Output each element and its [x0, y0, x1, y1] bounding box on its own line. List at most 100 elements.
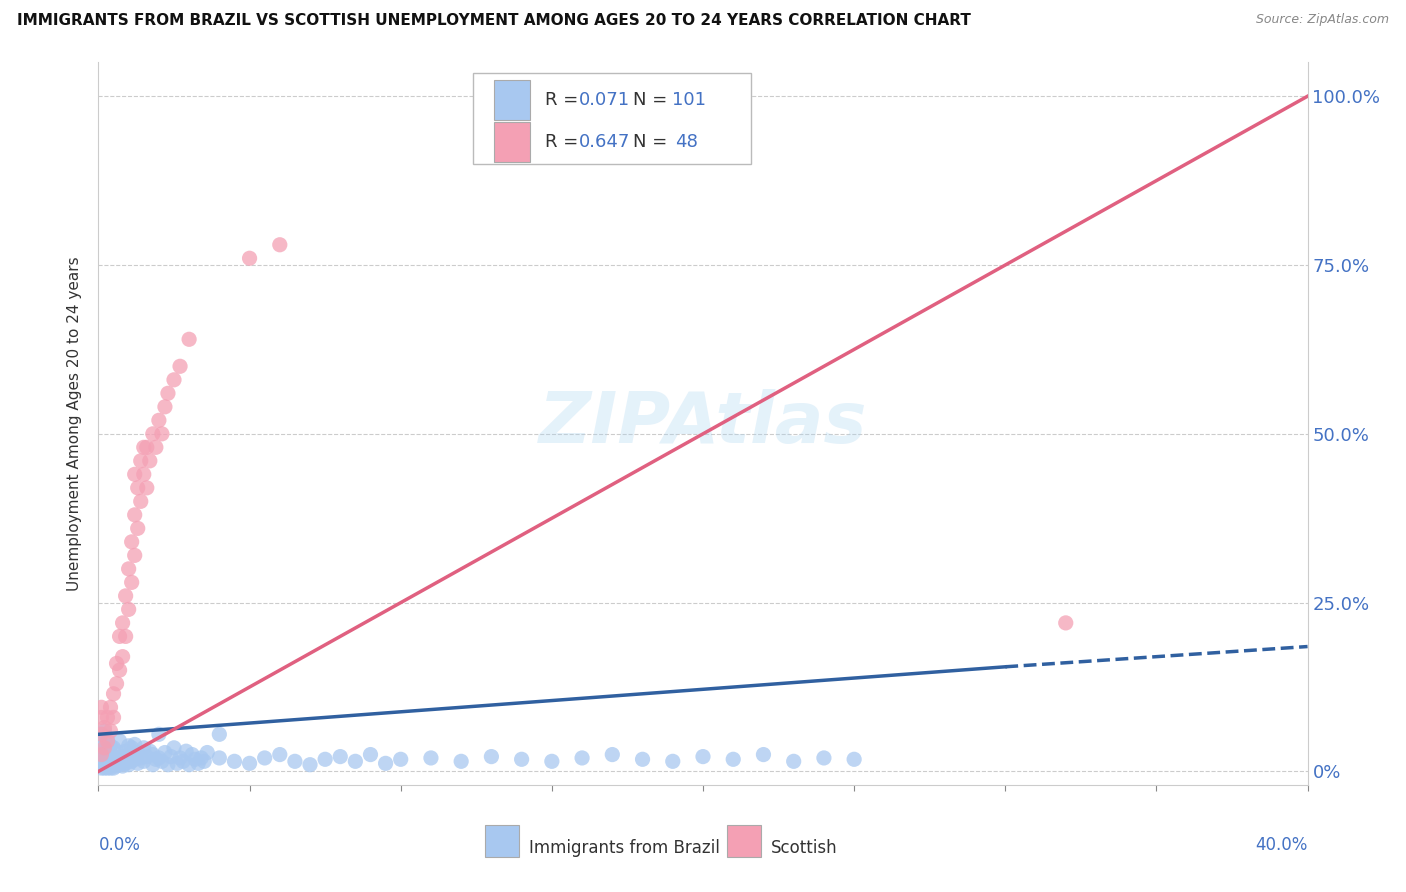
Point	[100, 747, 122, 762]
Point	[100, 739, 122, 753]
Point	[153, 400, 176, 414]
Point	[124, 467, 146, 482]
Point	[93, 734, 115, 748]
Point	[239, 756, 262, 771]
Point	[124, 549, 146, 563]
Point	[90, 738, 112, 752]
Point	[1054, 615, 1077, 630]
Point	[179, 757, 201, 772]
Point	[118, 602, 141, 616]
Point	[118, 739, 141, 753]
Point	[118, 757, 141, 772]
Point	[105, 752, 128, 766]
Point	[148, 413, 170, 427]
Point	[108, 734, 131, 748]
Point	[481, 749, 503, 764]
Point	[111, 749, 134, 764]
Point	[752, 747, 775, 762]
Point	[389, 752, 412, 766]
Point	[90, 751, 112, 765]
Point	[124, 752, 146, 766]
Text: Immigrants from Brazil: Immigrants from Brazil	[529, 839, 720, 857]
FancyBboxPatch shape	[474, 73, 751, 163]
Text: Source: ZipAtlas.com: Source: ZipAtlas.com	[1256, 13, 1389, 27]
Point	[239, 252, 262, 266]
Point	[179, 332, 201, 346]
Point	[100, 700, 122, 714]
Point	[108, 751, 131, 765]
Point	[108, 663, 131, 677]
Point	[127, 756, 149, 771]
Point	[135, 440, 157, 454]
Point	[132, 755, 155, 769]
Point	[114, 756, 136, 771]
Text: 0.0%: 0.0%	[98, 836, 141, 854]
Point	[163, 740, 186, 755]
Point	[105, 676, 128, 690]
Point	[103, 749, 125, 764]
Point	[184, 752, 207, 766]
Text: 0.071: 0.071	[578, 91, 630, 109]
FancyBboxPatch shape	[727, 825, 761, 857]
Text: N =: N =	[633, 91, 673, 109]
Point	[145, 752, 167, 766]
Point	[360, 747, 382, 762]
Point	[135, 749, 157, 764]
Point	[299, 757, 322, 772]
FancyBboxPatch shape	[485, 825, 519, 857]
Point	[90, 710, 112, 724]
Point	[96, 761, 118, 775]
Point	[124, 738, 146, 752]
Point	[96, 731, 118, 745]
Point	[103, 710, 125, 724]
Point	[844, 752, 866, 766]
Point	[172, 755, 194, 769]
Point	[118, 747, 141, 762]
FancyBboxPatch shape	[494, 80, 530, 120]
Point	[139, 454, 162, 468]
Point	[571, 751, 593, 765]
Point	[374, 756, 396, 771]
Point	[420, 751, 443, 765]
Text: 40.0%: 40.0%	[1256, 836, 1308, 854]
Point	[93, 744, 115, 758]
Point	[150, 755, 173, 769]
Point	[631, 752, 654, 766]
Point	[314, 752, 336, 766]
Point	[103, 740, 125, 755]
Point	[93, 757, 115, 772]
Point	[121, 740, 143, 755]
Point	[329, 749, 352, 764]
Point	[103, 687, 125, 701]
Point	[105, 759, 128, 773]
Point	[344, 755, 367, 769]
Point	[813, 751, 835, 765]
FancyBboxPatch shape	[494, 122, 530, 161]
Point	[135, 481, 157, 495]
Text: IMMIGRANTS FROM BRAZIL VS SCOTTISH UNEMPLOYMENT AMONG AGES 20 TO 24 YEARS CORREL: IMMIGRANTS FROM BRAZIL VS SCOTTISH UNEMP…	[17, 13, 970, 29]
Point	[132, 467, 155, 482]
Point	[692, 749, 714, 764]
Text: N =: N =	[633, 133, 673, 151]
Point	[111, 615, 134, 630]
Point	[105, 657, 128, 671]
Point	[96, 757, 118, 772]
Point	[96, 747, 118, 762]
Point	[132, 740, 155, 755]
Point	[93, 751, 115, 765]
Point	[284, 755, 307, 769]
Point	[129, 751, 152, 765]
Point	[96, 734, 118, 748]
Point	[90, 755, 112, 769]
Point	[100, 723, 122, 738]
Point	[100, 755, 122, 769]
Point	[153, 746, 176, 760]
Point	[127, 746, 149, 760]
Point	[111, 759, 134, 773]
Point	[269, 237, 291, 252]
Text: ZIPAtlas: ZIPAtlas	[538, 389, 868, 458]
Point	[148, 751, 170, 765]
Point	[96, 740, 118, 755]
Point	[108, 629, 131, 643]
Point	[602, 747, 624, 762]
